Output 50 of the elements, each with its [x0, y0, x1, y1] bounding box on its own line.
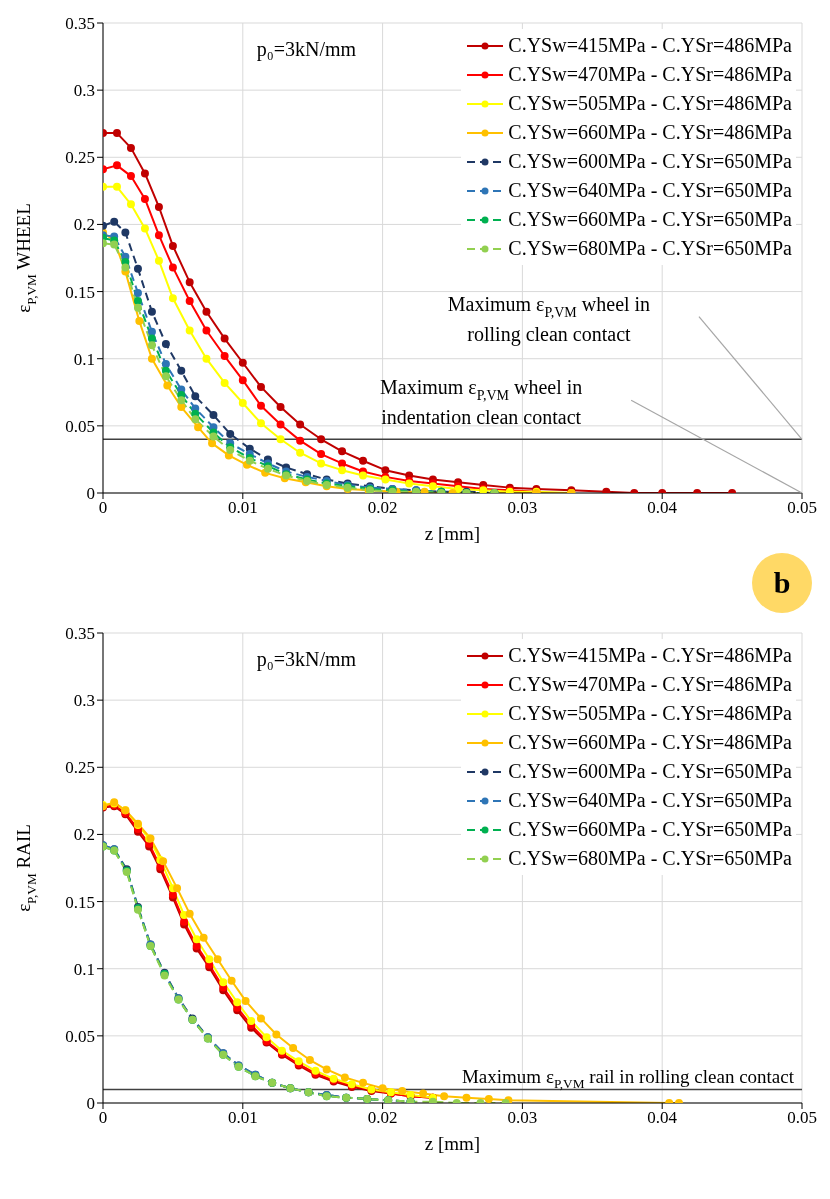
y-tick-label: 0.1	[73, 349, 95, 369]
legend-label: C.YSw=660MPa - C.YSr=486MPa	[508, 121, 792, 144]
chart-title: b	[773, 566, 791, 599]
legend-label: C.YSw=640MPa - C.YSr=650MPa	[508, 789, 792, 812]
y-tick-label: 0.15	[65, 892, 95, 912]
y-tick-label: 0.3	[73, 81, 95, 101]
y-tick-label: 0.35	[65, 14, 95, 34]
annotation: p₀=3kN/mm	[256, 647, 357, 671]
y-tick-label: 0.05	[65, 416, 95, 436]
x-tick-label: 0.03	[507, 1108, 538, 1128]
legend-label: C.YSw=600MPa - C.YSr=650MPa	[508, 150, 792, 173]
legend-label: C.YSw=660MPa - C.YSr=650MPa	[508, 818, 792, 841]
annotation: Maximum ε$_{P,VM}$ wheel in rolling clean contact	[447, 292, 651, 346]
x-tick-label: 0.05	[787, 498, 817, 518]
ref-line-label: Maximum ε$_{P,VM}$ rail in rolling clean contact	[461, 1065, 795, 1092]
x-axis-title: z [mm]	[424, 523, 481, 544]
y-tick-label: 0.35	[65, 624, 95, 644]
x-axis-title: z [mm]	[424, 1133, 481, 1154]
x-tick-label: 0.04	[647, 498, 678, 518]
annotation: p₀=3kN/mm	[256, 37, 357, 61]
legend-label: C.YSw=415MPa - C.YSr=486MPa	[508, 644, 792, 667]
y-tick-label: 0	[86, 1094, 95, 1114]
x-tick-label: 0.02	[367, 498, 398, 518]
x-tick-label: 0.03	[507, 498, 538, 518]
y-tick-label: 0.25	[65, 148, 95, 168]
y-tick-label: 0.15	[65, 282, 95, 302]
y-tick-label: 0.1	[73, 959, 95, 979]
x-tick-label: 0.05	[787, 1108, 817, 1128]
y-tick-label: 0.3	[73, 691, 95, 711]
legend-label: C.YSw=470MPa - C.YSr=486MPa	[508, 63, 792, 86]
y-tick-label: 0.05	[65, 1026, 95, 1046]
legend-label: C.YSw=640MPa - C.YSr=650MPa	[508, 179, 792, 202]
legend-label: C.YSw=505MPa - C.YSr=486MPa	[508, 92, 792, 115]
x-tick-label: 0.04	[647, 1108, 678, 1128]
legend-label: C.YSw=660MPa - C.YSr=486MPa	[508, 731, 792, 754]
annotation: Maximum ε$_{P,VM}$ wheel in indentation clean contact	[379, 376, 583, 429]
legend-label: C.YSw=660MPa - C.YSr=650MPa	[508, 208, 792, 231]
x-tick-label: 0.02	[367, 1108, 398, 1128]
x-tick-label: 0.01	[227, 498, 258, 518]
y-tick-label: 0.2	[73, 215, 95, 235]
legend-label: C.YSw=680MPa - C.YSr=650MPa	[508, 847, 792, 870]
y-tick-label: 0.2	[73, 825, 95, 845]
legend-label: C.YSw=600MPa - C.YSr=650MPa	[508, 760, 792, 783]
legend-label: C.YSw=470MPa - C.YSr=486MPa	[508, 673, 792, 696]
legend-label: C.YSw=415MPa - C.YSr=486MPa	[508, 34, 792, 57]
y-tick-label: 0.25	[65, 758, 95, 778]
legend-label: C.YSw=505MPa - C.YSr=486MPa	[508, 702, 792, 725]
legend-label: C.YSw=680MPa - C.YSr=650MPa	[508, 237, 792, 260]
y-tick-label: 0	[86, 484, 95, 504]
x-tick-label: 0.01	[227, 1108, 258, 1128]
